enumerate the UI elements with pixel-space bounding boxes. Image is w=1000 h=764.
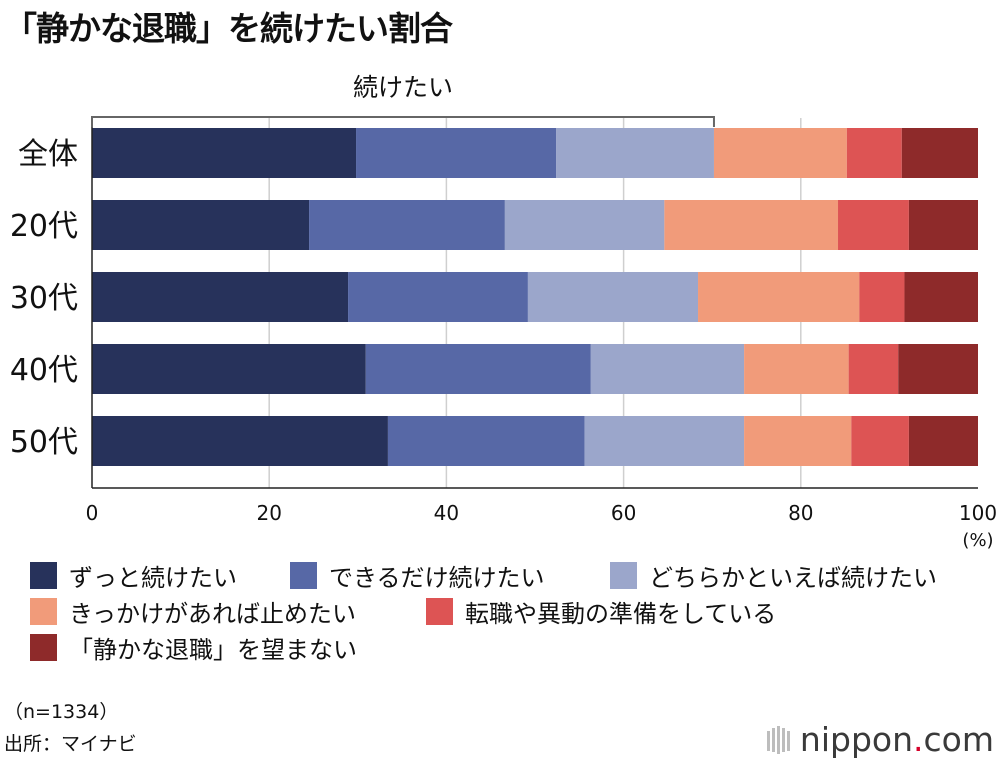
bar-segment [309,200,505,250]
bar-segment [590,344,745,394]
x-tick-label: 40 [434,501,459,525]
legend-item: どちらかといえば続けたい [610,558,937,593]
bar-segment [92,272,349,322]
x-tick-label: 20 [256,501,281,525]
bar-segment [851,416,909,466]
category-label: 20代 [10,209,78,244]
bar-segment [838,200,909,250]
bar-segment [527,272,699,322]
legend-item: 「静かな退職」を望まない [30,630,357,665]
brand-logo: nippon. com [766,720,994,759]
bar-segment [904,272,978,322]
bar-segment [744,344,849,394]
bracket-layer: 続けたい [91,73,715,127]
brand-tld: com [923,720,994,759]
legend-swatch [290,562,317,589]
bar-segment [584,416,745,466]
bar-segment [846,128,902,178]
legend-label: できるだけ続けたい [329,564,545,592]
bar-segment [664,200,839,250]
legend-label: どちらかといえば続けたい [649,564,937,592]
legend-swatch [30,598,57,625]
bar-segment [908,416,978,466]
source-note: 出所：マイナビ [4,733,137,755]
brand-mark-icon [766,725,790,754]
legend-swatch [426,598,453,625]
category-label: 40代 [10,353,78,388]
bars-layer [92,128,978,466]
bar-segment [387,416,585,466]
bar-segment [365,344,591,394]
x-tick-label: 60 [611,501,636,525]
bar-segment [92,416,388,466]
legend-item: 転職や異動の準備をしている [426,594,776,629]
legend-swatch [610,562,637,589]
bar-segment [908,200,978,250]
category-label: 50代 [10,425,78,460]
legend-label: ずっと続けたい [69,564,237,592]
x-tick-label: 0 [86,501,99,525]
brand-dot: . [913,720,924,759]
x-tick-label: 100 [959,501,997,525]
legend-swatch [30,634,57,661]
sample-size-note: （n=1334） [4,701,119,723]
chart-title: 「静かな退職」を続けたい割合 [4,9,453,48]
bracket-line [91,116,715,127]
bar-segment [92,200,310,250]
category-label: 全体 [18,137,78,172]
bar-segment [556,128,714,178]
bar-segment [92,128,357,178]
axis-layer: 全体 20代 30代 40代 50代 0 20 40 60 80 100 (%) [10,116,997,551]
x-tick-label: 80 [788,501,813,525]
legend-label: 転職や異動の準備をしている [465,600,777,628]
bar-segment [713,128,847,178]
stacked-bar-chart: 全体 20代 30代 40代 50代 0 20 40 60 80 100 (%) 続けたい [10,73,997,551]
bar-segment [848,344,899,394]
bar-segment [92,344,366,394]
bar-segment [356,128,557,178]
bar-segment [744,416,852,466]
x-unit-label: (%) [962,530,993,551]
category-label: 30代 [10,281,78,316]
bar-segment [348,272,528,322]
brand-name: nippon [799,720,914,759]
legend-item: ずっと続けたい [30,558,237,593]
bracket-label: 続けたい [353,73,453,102]
bar-segment [859,272,905,322]
bar-segment [504,200,665,250]
legend-item: きっかけがあれば止めたい [30,594,356,629]
legend-swatch [30,562,57,589]
bar-segment [898,344,978,394]
bar-segment [901,128,978,178]
legend-label: 「静かな退職」を望まない [69,636,357,664]
legend-item: できるだけ続けたい [290,558,545,593]
bar-segment [698,272,860,322]
legend-label: きっかけがあれば止めたい [69,600,357,628]
